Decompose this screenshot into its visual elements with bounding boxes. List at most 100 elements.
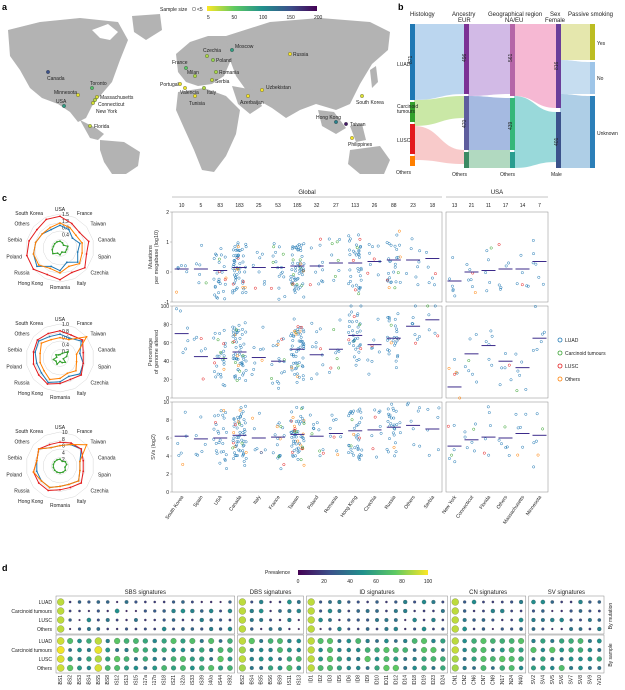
- heat-cell: [392, 647, 399, 653]
- map-point: [76, 93, 80, 97]
- strip-point: [310, 432, 314, 436]
- heat-cell: [57, 664, 65, 672]
- heat-cell: [209, 657, 214, 661]
- strip-point: [242, 460, 246, 463]
- heat-cell: [278, 609, 282, 613]
- radar-axis-label: USA: [55, 317, 66, 323]
- strip-ytick: 2: [166, 210, 169, 216]
- heat-cell: [238, 616, 246, 624]
- radar-point: [40, 479, 43, 482]
- strip-point: [293, 278, 297, 282]
- radar-point: [61, 460, 64, 463]
- strip-point: [238, 352, 242, 356]
- strip-point: [234, 361, 237, 364]
- strip-frame: [445, 401, 549, 493]
- strip-point: [368, 263, 372, 266]
- radar-point: [65, 463, 68, 466]
- map-legend-lt: <5: [197, 7, 203, 13]
- heat-cell: [597, 618, 602, 622]
- sankey-node-carcinoid: [410, 102, 415, 122]
- strip-point: [418, 406, 421, 410]
- radar-tick: 10: [62, 430, 68, 436]
- strip-point: [485, 289, 489, 293]
- strip-count: 32: [314, 203, 320, 209]
- heat-cell: [142, 656, 148, 662]
- strip-point: [299, 243, 303, 247]
- heat-cell: [268, 656, 273, 662]
- heat-cell: [180, 608, 186, 614]
- strip-point: [295, 284, 299, 288]
- heat-cell: [134, 627, 138, 631]
- map-label: Russia: [293, 52, 309, 58]
- strip-point: [301, 328, 305, 332]
- panel-label-a: a: [2, 2, 8, 12]
- heat-col-label: SBS8: [105, 675, 111, 685]
- radar-point: [36, 265, 38, 268]
- heat-cell: [162, 609, 166, 613]
- radar-axis-label: Spain: [98, 255, 111, 261]
- strip-point: [416, 337, 419, 341]
- map-marker-france: France: [172, 60, 188, 70]
- heat-cell: [133, 665, 139, 671]
- map-label: New York: [96, 109, 118, 115]
- strip-point: [213, 293, 217, 297]
- heat-cell: [404, 627, 407, 631]
- strip-point: [214, 423, 218, 427]
- radar-axis-label: Others: [14, 332, 30, 338]
- radar-point: [57, 354, 60, 356]
- heat-cell: [490, 656, 496, 662]
- radar-axis-label: Serbia: [8, 237, 23, 243]
- strip-point: [300, 325, 303, 329]
- heat-cell: [67, 638, 74, 644]
- radar-tick: 8: [62, 437, 65, 443]
- heat-cell: [143, 666, 148, 670]
- strip-point: [242, 433, 246, 437]
- strip-point: [296, 375, 300, 379]
- heat-cell: [402, 647, 409, 653]
- heat-cell: [124, 665, 129, 671]
- map-point: [184, 66, 188, 70]
- map-marker-new-york: New York: [91, 101, 118, 115]
- heat-cell: [286, 656, 293, 662]
- strip-point: [185, 270, 189, 274]
- radar-axis-label: Hong Kong: [18, 391, 43, 397]
- heat-cell: [550, 600, 555, 604]
- heat-cell: [227, 647, 233, 653]
- heat-cell: [451, 607, 459, 615]
- heat-cell: [337, 647, 342, 653]
- strip-point: [347, 325, 351, 329]
- strip-point: [391, 406, 395, 410]
- heat-cell: [337, 626, 342, 632]
- heat-cell: [550, 665, 555, 671]
- heat-cell: [587, 618, 592, 622]
- strip-point: [471, 372, 474, 376]
- strip-point: [358, 344, 362, 347]
- radar-axis-label: France: [77, 429, 93, 435]
- radar-point: [67, 338, 70, 341]
- heat-cell: [531, 638, 536, 644]
- strip-point: [175, 290, 178, 294]
- heat-cell: [296, 608, 301, 614]
- heat-col-label: SV10: [597, 675, 603, 685]
- radar-axis-label: Hong Kong: [18, 281, 43, 287]
- strip-point: [370, 359, 374, 363]
- heat-cell: [248, 637, 255, 645]
- heat-cell: [375, 639, 379, 643]
- strip-point: [505, 445, 509, 449]
- strip-point: [359, 410, 363, 414]
- strip-point: [272, 242, 276, 246]
- strip-point: [241, 449, 245, 453]
- strip-point: [234, 374, 238, 378]
- strip-point: [238, 262, 242, 266]
- strip-point: [296, 276, 300, 280]
- strip-point: [386, 338, 389, 342]
- heat-cell: [133, 647, 139, 653]
- strip-point: [334, 417, 338, 421]
- strip-point: [349, 444, 353, 448]
- strip-point: [507, 454, 511, 457]
- strip-point: [315, 372, 319, 376]
- strip-point: [231, 446, 235, 450]
- heat-cell: [153, 600, 157, 604]
- strip-point: [354, 363, 358, 367]
- radar-tick: 6: [62, 444, 65, 450]
